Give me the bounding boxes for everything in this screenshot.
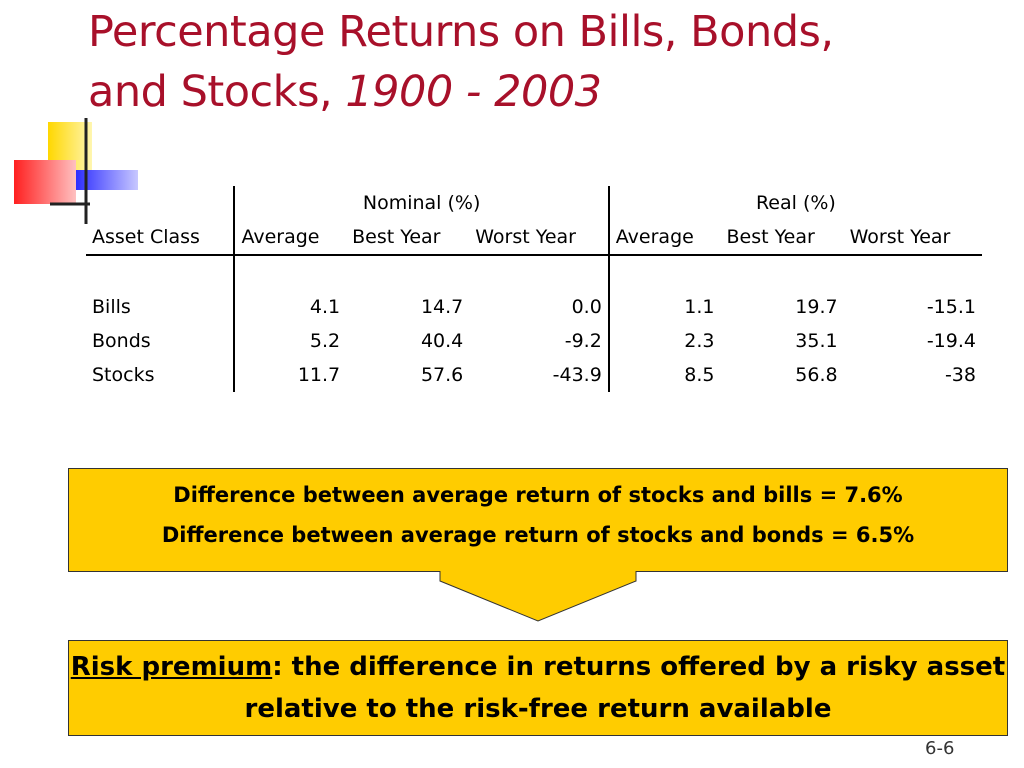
- risk-premium-definition: Risk premium: the difference in returns …: [68, 640, 1008, 736]
- nominal-worst-cell: -9.2: [469, 324, 610, 358]
- col-nominal-best: Best Year: [346, 220, 470, 256]
- nominal-best-cell: 40.4: [420, 330, 464, 352]
- table-row-bonds: Bonds 5.2 40.4 -9.2 2.3 35.1 -19.4: [86, 324, 982, 358]
- real-worst-cell: -38: [944, 364, 976, 386]
- definition-colon: :: [272, 652, 283, 682]
- real-header: Real (%): [755, 192, 836, 214]
- returns-table: Nominal (%) Real (%) Asset Class Average…: [86, 186, 982, 392]
- stocks-bonds-difference: Difference between average return of sto…: [161, 523, 915, 547]
- real-average-cell: 1.1: [684, 296, 715, 318]
- real-worst-cell: -15.1: [926, 296, 976, 318]
- nominal-worst-cell: -43.9: [469, 358, 610, 392]
- real-worst-cell: -19.4: [926, 330, 976, 352]
- down-arrow-icon: [439, 571, 637, 622]
- nominal-average-cell: 5.2: [309, 330, 341, 352]
- slide-title: Percentage Returns on Bills, Bonds, and …: [88, 2, 1008, 122]
- stocks-bills-difference: Difference between average return of sto…: [173, 483, 903, 507]
- col-nominal-average: Average: [234, 220, 347, 256]
- asset-cell: Stocks: [86, 358, 236, 392]
- real-average-cell: 8.5: [684, 364, 715, 386]
- title-line-1: Percentage Returns on Bills, Bonds,: [88, 7, 834, 57]
- nominal-best-cell: 14.7: [420, 296, 464, 318]
- nominal-best-cell: 57.6: [420, 364, 464, 386]
- nominal-average-cell: 11.7: [297, 364, 341, 386]
- title-line-2-text: and Stocks,: [88, 67, 346, 117]
- nominal-average-cell: 4.1: [309, 296, 341, 318]
- real-best-cell: 19.7: [795, 296, 838, 318]
- spacer-row: [86, 255, 982, 290]
- return-difference-callout: Difference between average return of sto…: [68, 468, 1008, 572]
- real-best-cell: 56.8: [795, 364, 838, 386]
- group-header-row: Nominal (%) Real (%): [86, 186, 982, 220]
- col-nominal-worst: Worst Year: [469, 220, 610, 256]
- table-row-bills: Bills 4.1 14.7 0.0 1.1 19.7 -15.1: [86, 290, 982, 324]
- col-real-average: Average: [608, 220, 721, 256]
- column-header-row: Asset Class Average Best Year Worst Year…: [86, 220, 982, 256]
- slide-number: 6-6: [925, 738, 955, 759]
- col-real-best: Best Year: [720, 220, 844, 256]
- title-years: 1900 - 2003: [345, 67, 602, 117]
- asset-cell: Bills: [86, 290, 236, 324]
- risk-premium-term: Risk premium: [70, 652, 273, 682]
- decorative-blocks: [14, 118, 138, 224]
- table-row-stocks: Stocks 11.7 57.6 -43.9 8.5 56.8 -38: [86, 358, 982, 392]
- nominal-worst-cell: 0.0: [469, 290, 610, 324]
- col-asset-class: Asset Class: [86, 220, 236, 256]
- risk-premium-text: the difference in returns offered by a r…: [244, 652, 1006, 724]
- real-average-cell: 2.3: [684, 330, 715, 352]
- col-real-worst: Worst Year: [843, 220, 982, 256]
- title-line-2: and Stocks, 1900 - 2003: [88, 62, 1008, 122]
- nominal-header: Nominal (%): [234, 186, 610, 220]
- asset-cell: Bonds: [86, 324, 236, 358]
- real-best-cell: 35.1: [795, 330, 838, 352]
